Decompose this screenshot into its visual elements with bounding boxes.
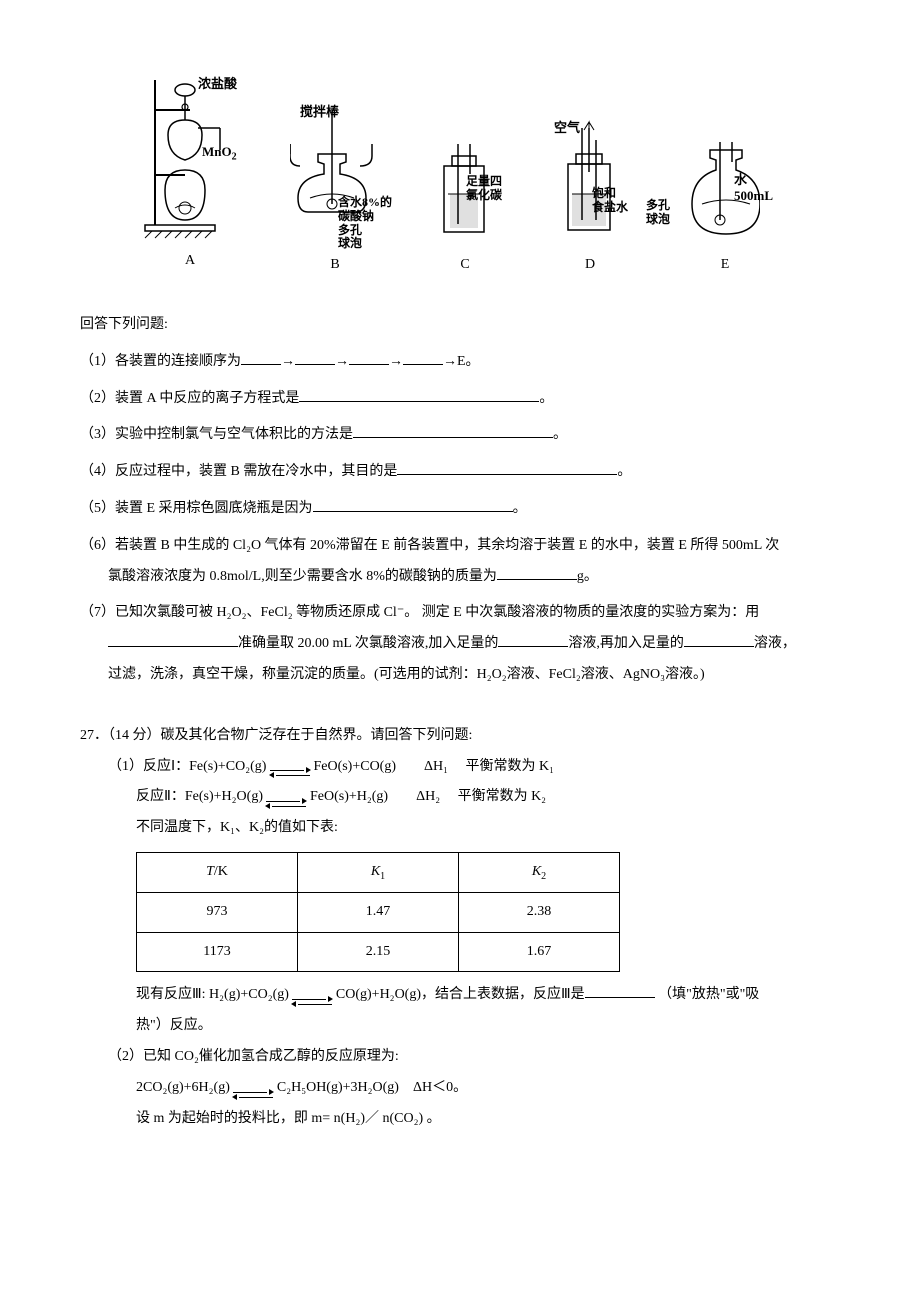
apparatus-d: 空气 饱和食盐水 D bbox=[540, 120, 640, 281]
blank bbox=[349, 350, 389, 365]
q26-2-b: 。 bbox=[539, 391, 553, 406]
q27-2a: （2）已知 CO₂催化加氢合成乙醇的反应原理为: bbox=[80, 1042, 840, 1073]
blank bbox=[684, 632, 754, 647]
table-cell: 1173 bbox=[137, 932, 298, 972]
q27-1f: 现有反应Ⅲ: H₂(g)+CO₂(g) CO(g)+H₂O(g)，结合上表数据，… bbox=[80, 980, 840, 1011]
q26-4: （4）反应过程中，装置 B 需放在冷水中，其目的是 。 bbox=[80, 457, 840, 488]
label-bubble: 多孔球泡 bbox=[646, 198, 670, 227]
q27-2c: C₂H₅OH(g)+3H₂O(g) ΔH＜0。 bbox=[277, 1080, 467, 1095]
label-hcl: 浓盐酸 bbox=[198, 70, 237, 99]
letter-a: A bbox=[185, 246, 195, 277]
table-row: 11732.151.67 bbox=[137, 932, 620, 972]
table-cell: 2.38 bbox=[459, 892, 620, 932]
apparatus-b: 搅拌棒 含水8%的碳酸钠多孔球泡 B bbox=[280, 104, 390, 281]
q26-7-d: 溶液， bbox=[754, 636, 796, 651]
label-mno2: MnO2 bbox=[202, 138, 237, 169]
q26-2: （2）装置 A 中反应的离子方程式是 。 bbox=[80, 384, 840, 415]
letter-e: E bbox=[721, 250, 730, 281]
letter-d: D bbox=[585, 250, 595, 281]
table-cell: 973 bbox=[137, 892, 298, 932]
q26-5-b: 。 bbox=[513, 501, 527, 516]
q27-1c: 反应Ⅱ：Fe(s)+H₂O(g) bbox=[136, 789, 263, 804]
apparatus-a: 浓盐酸 MnO2 A bbox=[140, 80, 240, 277]
q26-3-a: （3）实验中控制氯气与空气体积比的方法是 bbox=[80, 427, 353, 442]
th-K1: K1 bbox=[298, 852, 459, 892]
blank bbox=[313, 497, 513, 512]
label-stir: 搅拌棒 bbox=[300, 98, 339, 127]
q26-6-a: （6）若装置 B 中生成的 Cl₂O 气体有 20%滞留在 E 前各装置中，其余… bbox=[80, 538, 779, 553]
q26-1: （1）各装置的连接顺序为→→→→E。 bbox=[80, 347, 840, 378]
blank bbox=[585, 983, 655, 998]
blank bbox=[403, 350, 443, 365]
apparatus-c: 足量四氯化碳 C bbox=[420, 144, 510, 281]
q26-7-b: 准确量取 20.00 mL 次氯酸溶液,加入足量的 bbox=[238, 636, 498, 651]
q27-header: 27．（14 分）碳及其化合物广泛存在于自然界。请回答下列问题: bbox=[80, 721, 840, 752]
q27-2-eq: 2CO₂(g)+6H₂(g) C₂H₅OH(g)+3H₂O(g) ΔH＜0。 bbox=[80, 1073, 840, 1104]
q27-1f-b: CO(g)+H₂O(g)，结合上表数据，反应Ⅲ是 bbox=[336, 987, 585, 1002]
label-nacl: 饱和食盐水 bbox=[592, 186, 628, 215]
table-cell: 1.47 bbox=[298, 892, 459, 932]
q26-6: （6）若装置 B 中生成的 Cl₂O 气体有 20%滞留在 E 前各装置中，其余… bbox=[80, 531, 840, 593]
label-ccl4: 足量四氯化碳 bbox=[466, 174, 502, 203]
q26-2-a: （2）装置 A 中反应的离子方程式是 bbox=[80, 391, 299, 406]
q26-3-b: 。 bbox=[553, 427, 567, 442]
table-cell: 1.67 bbox=[459, 932, 620, 972]
blank bbox=[295, 350, 335, 365]
q27-1f-d: 热"）反应。 bbox=[80, 1011, 840, 1042]
q26-5: （5）装置 E 采用棕色圆底烧瓶是因为 。 bbox=[80, 494, 840, 525]
q26-7-e: 过滤，洗涤，真空干燥，称量沉淀的质量。(可选用的试剂：H₂O₂溶液、FeCl₂溶… bbox=[108, 667, 705, 682]
equilibrium-table: T/K K1 K2 9731.472.3811732.151.67 bbox=[136, 852, 620, 972]
q26-3: （3）实验中控制氯气与空气体积比的方法是 。 bbox=[80, 420, 840, 451]
label-air: 空气 bbox=[554, 114, 580, 143]
q27-1f-a: 现有反应Ⅲ: H₂(g)+CO₂(g) bbox=[136, 987, 289, 1002]
q27: 27．（14 分）碳及其化合物广泛存在于自然界。请回答下列问题: （1）反应Ⅰ：… bbox=[80, 721, 840, 1135]
apparatus-diagram: 浓盐酸 MnO2 A 搅拌棒 bbox=[140, 80, 780, 280]
th-T: T/K bbox=[137, 852, 298, 892]
table-cell: 2.15 bbox=[298, 932, 459, 972]
q26-6-b: 氯酸溶液浓度为 0.8mol/L,则至少需要含水 8%的碳酸钠的质量为 bbox=[108, 569, 497, 584]
blank bbox=[498, 632, 568, 647]
q26-1-a: （1）各装置的连接顺序为 bbox=[80, 354, 241, 369]
q26-intro: 回答下列问题: bbox=[80, 310, 840, 341]
apparatus-e: 多孔球泡 水500mL E bbox=[670, 142, 780, 281]
q27-1a: （1）反应Ⅰ：Fe(s)+CO₂(g) bbox=[108, 759, 266, 774]
q27-2d: 设 m 为起始时的投料比，即 m= n(H₂)／ n(CO₂) 。 bbox=[80, 1104, 840, 1135]
table-header-row: T/K K1 K2 bbox=[137, 852, 620, 892]
label-water: 水500mL bbox=[734, 172, 773, 203]
q26-7-a: （7）已知次氯酸可被 H₂O₂、FeCl₂ 等物质还原成 Cl⁻。 测定 E 中… bbox=[80, 605, 759, 620]
q26-5-a: （5）装置 E 采用棕色圆底烧瓶是因为 bbox=[80, 501, 313, 516]
q27-1-line1: （1）反应Ⅰ：Fe(s)+CO₂(g) FeO(s)+CO(g) ΔH₁ 平衡常… bbox=[80, 752, 840, 783]
table-row: 9731.472.38 bbox=[137, 892, 620, 932]
blank bbox=[241, 350, 281, 365]
letter-c: C bbox=[460, 250, 469, 281]
blank bbox=[299, 387, 539, 402]
q27-1e: 不同温度下，K₁、K₂的值如下表: bbox=[80, 813, 840, 844]
q26-7: （7）已知次氯酸可被 H₂O₂、FeCl₂ 等物质还原成 Cl⁻。 测定 E 中… bbox=[80, 598, 840, 690]
blank bbox=[497, 565, 577, 580]
q26-4-a: （4）反应过程中，装置 B 需放在冷水中，其目的是 bbox=[80, 464, 397, 479]
q27-1-line2: 反应Ⅱ：Fe(s)+H₂O(g) FeO(s)+H₂(g) ΔH₂ 平衡常数为 … bbox=[80, 782, 840, 813]
th-K2: K2 bbox=[459, 852, 620, 892]
q26-6-c: g。 bbox=[577, 569, 598, 584]
label-na2co3: 含水8%的碳酸钠多孔球泡 bbox=[338, 196, 392, 251]
blank bbox=[397, 460, 617, 475]
blank bbox=[108, 632, 238, 647]
q27-1b: FeO(s)+CO(g) ΔH₁ 平衡常数为 K₁ bbox=[313, 759, 554, 774]
blank bbox=[353, 423, 553, 438]
q27-1d: FeO(s)+H₂(g) ΔH₂ 平衡常数为 K₂ bbox=[310, 789, 546, 804]
q26-7-c: 溶液,再加入足量的 bbox=[568, 636, 684, 651]
letter-b: B bbox=[330, 250, 339, 281]
q27-1f-c: （填"放热"或"吸 bbox=[658, 987, 759, 1002]
q27-2b: 2CO₂(g)+6H₂(g) bbox=[136, 1080, 230, 1095]
q26-4-b: 。 bbox=[617, 464, 631, 479]
q26-1-b: →E。 bbox=[443, 354, 480, 369]
table-body: 9731.472.3811732.151.67 bbox=[137, 892, 620, 972]
